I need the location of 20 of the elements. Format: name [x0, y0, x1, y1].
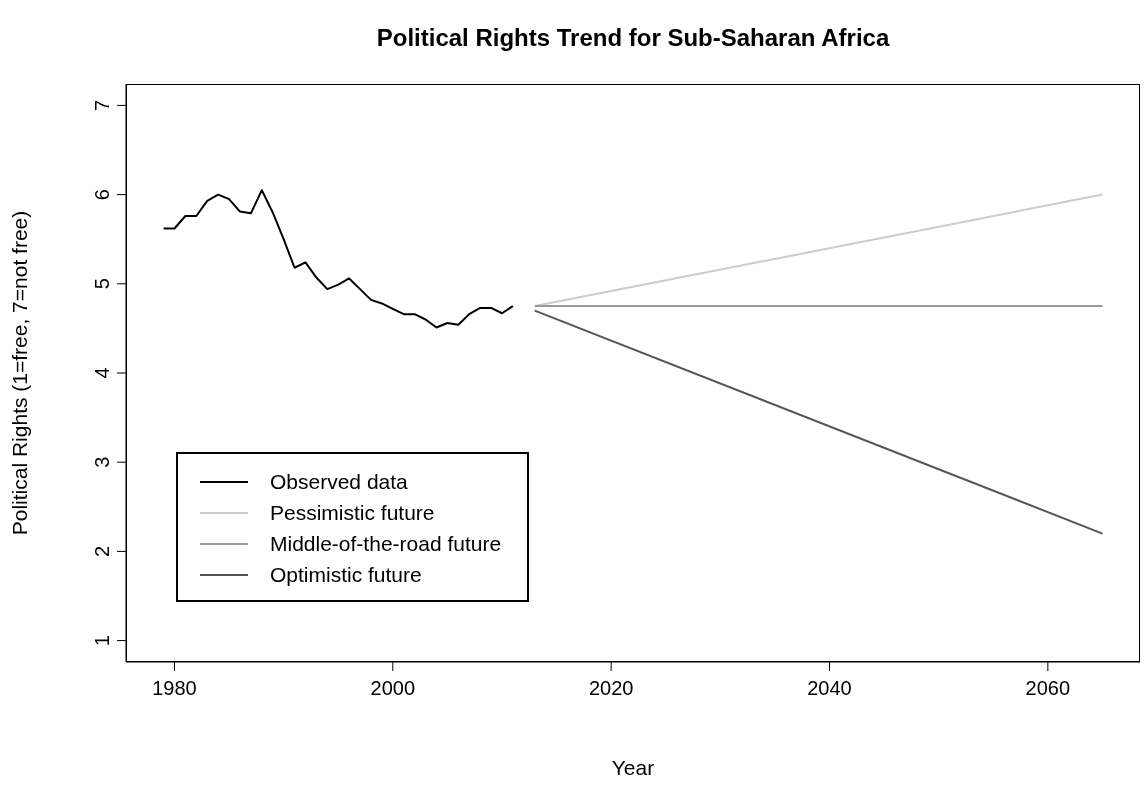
y-tick-label: 6 — [91, 189, 113, 201]
x-tick-label: 1980 — [152, 677, 197, 700]
x-tick-label: 2060 — [1025, 677, 1071, 700]
chart-title: Political Rights Trend for Sub-Saharan Africa — [375, 24, 891, 52]
x-tick-label: 2040 — [807, 677, 852, 700]
legend-label: Middle-of-the-road future — [270, 531, 502, 556]
y-tick-label: 2 — [91, 545, 113, 557]
legend-label: Pessimistic future — [270, 500, 435, 525]
legend-label: Optimistic future — [270, 562, 422, 587]
x-axis-title: Year — [610, 756, 656, 780]
y-tick-label: 4 — [91, 367, 113, 379]
y-tick-label: 5 — [91, 278, 113, 290]
y-tick-label: 3 — [91, 456, 113, 468]
x-tick-label: 2000 — [370, 677, 416, 700]
x-tick-label: 2020 — [588, 677, 634, 700]
line-series — [162, 189, 514, 329]
y-tick-label: 7 — [91, 99, 113, 111]
y-axis-title: Political Rights (1=free, 7=not free) — [8, 210, 32, 536]
y-tick-label: 1 — [91, 635, 113, 647]
legend-label: Observed data — [270, 469, 408, 494]
